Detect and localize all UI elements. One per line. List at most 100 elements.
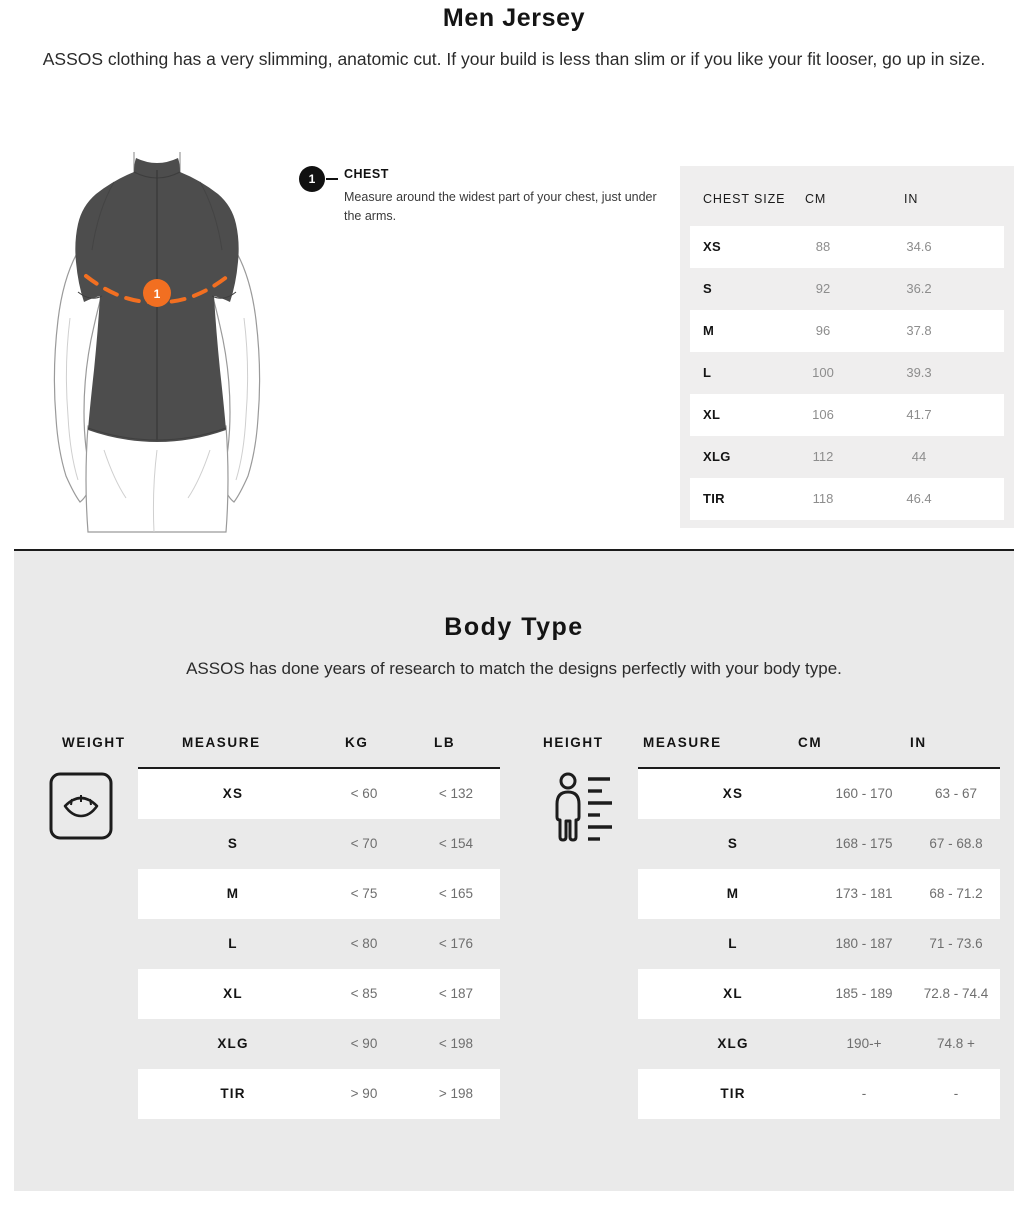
chest-size-label: M [703, 323, 715, 338]
height-cm-value: 173 - 181 [835, 886, 893, 901]
weight-lb-value: < 176 [438, 936, 474, 951]
weight-label: WEIGHT [62, 735, 126, 750]
height-in-value: 67 - 68.8 [929, 836, 983, 851]
weight-lb-value: > 198 [438, 1086, 474, 1101]
callout-badge: 1 [299, 166, 325, 192]
chest-size-table: CHEST SIZE CM IN XS 88 34.6 S 92 36.2 M … [680, 166, 1014, 528]
weight-size-label: S [227, 836, 239, 851]
weight-size-label: XS [222, 786, 244, 801]
weight-col-measure: MEASURE [182, 735, 261, 750]
chest-in-value: 46.4 [906, 491, 932, 506]
height-col-cm: CM [798, 735, 823, 750]
chest-size-label: XS [703, 239, 721, 254]
weight-kg-value: < 90 [350, 1036, 378, 1051]
height-cm-value: 180 - 187 [835, 936, 893, 951]
person-height-icon [548, 771, 623, 856]
weight-size-label: TIR [220, 1086, 246, 1101]
table-row: M < 75 < 165 [138, 869, 500, 919]
weight-kg-value: < 70 [350, 836, 378, 851]
weight-lb-value: < 198 [438, 1036, 474, 1051]
men-jersey-section: Men Jersey ASSOS clothing has a very sli… [0, 0, 1028, 551]
table-row: L 180 - 187 71 - 73.6 [638, 919, 1000, 969]
height-cm-value: 160 - 170 [835, 786, 893, 801]
weight-size-label: M [226, 886, 240, 901]
table-row: XLG 190-+ 74.8 + [638, 1019, 1000, 1069]
body-type-subtitle: ASSOS has done years of research to matc… [186, 659, 842, 678]
height-table-header: HEIGHT MEASURE CM IN [530, 729, 1000, 767]
height-in-value: 74.8 + [937, 1036, 975, 1051]
height-in-value: 68 - 71.2 [929, 886, 983, 901]
height-in-value: 72.8 - 74.4 [923, 986, 989, 1001]
table-row: TIR 118 46.4 [690, 478, 1004, 520]
table-row: XS < 60 < 132 [138, 769, 500, 819]
height-cm-value: - [861, 1086, 867, 1101]
chest-cm-value: 100 [812, 365, 834, 380]
chest-col-cm: CM [805, 192, 827, 206]
jersey-illustration: 1 [22, 150, 292, 540]
chest-col-in: IN [904, 192, 919, 206]
height-size-label: S [727, 836, 739, 851]
scale-icon [48, 771, 123, 856]
chest-marker-label: 1 [154, 287, 161, 301]
table-row: M 96 37.8 [690, 310, 1004, 352]
chest-in-value: 39.3 [906, 365, 932, 380]
chest-size-label: L [703, 365, 712, 380]
weight-size-label: XLG [217, 1036, 249, 1051]
table-row: M 173 - 181 68 - 71.2 [638, 869, 1000, 919]
weight-lb-value: < 132 [438, 786, 474, 801]
table-row: XLG < 90 < 198 [138, 1019, 500, 1069]
page-subtitle: ASSOS clothing has a very slimming, anat… [42, 49, 986, 69]
weight-lb-value: < 187 [438, 986, 474, 1001]
height-in-value: 71 - 73.6 [929, 936, 983, 951]
table-row: XS 88 34.6 [690, 226, 1004, 268]
table-row: L < 80 < 176 [138, 919, 500, 969]
weight-col-lb: LB [434, 735, 456, 750]
callout-heading: CHEST [344, 167, 389, 181]
table-row: L 100 39.3 [690, 352, 1004, 394]
weight-kg-value: < 75 [350, 886, 378, 901]
chest-size-label: TIR [703, 491, 725, 506]
weight-kg-value: < 85 [350, 986, 378, 1001]
height-size-label: M [726, 886, 740, 901]
chest-table-header: CHEST SIZE CM IN [680, 166, 1014, 226]
weight-size-label: XL [223, 986, 243, 1001]
chest-in-value: 41.7 [906, 407, 932, 422]
weight-size-label: L [228, 936, 238, 951]
table-row: S < 70 < 154 [138, 819, 500, 869]
height-size-label: XLG [717, 1036, 749, 1051]
table-row: TIR > 90 > 198 [138, 1069, 500, 1119]
table-row: XL < 85 < 187 [138, 969, 500, 1019]
weight-kg-value: < 60 [350, 786, 378, 801]
chest-in-value: 36.2 [906, 281, 932, 296]
height-label: HEIGHT [543, 735, 604, 750]
table-row: XS 160 - 170 63 - 67 [638, 769, 1000, 819]
chest-in-value: 37.8 [906, 323, 932, 338]
table-row: S 168 - 175 67 - 68.8 [638, 819, 1000, 869]
weight-kg-value: < 80 [350, 936, 378, 951]
table-row: TIR - - [638, 1069, 1000, 1119]
height-cm-value: 190-+ [846, 1036, 882, 1051]
chest-cm-value: 112 [812, 449, 834, 464]
chest-in-value: 44 [911, 449, 927, 464]
height-col-measure: MEASURE [643, 735, 722, 750]
chest-cm-value: 92 [815, 281, 831, 296]
height-cm-value: 168 - 175 [835, 836, 893, 851]
weight-kg-value: > 90 [350, 1086, 378, 1101]
chest-cm-value: 88 [815, 239, 831, 254]
chest-col-size: CHEST SIZE [703, 192, 786, 206]
body-type-title: Body Type [444, 613, 584, 641]
weight-lb-value: < 165 [438, 886, 474, 901]
weight-lb-value: < 154 [438, 836, 474, 851]
height-in-value: - [953, 1086, 959, 1101]
table-row: XL 185 - 189 72.8 - 74.4 [638, 969, 1000, 1019]
table-row: XLG 112 44 [690, 436, 1004, 478]
height-in-value: 63 - 67 [934, 786, 978, 801]
height-table: HEIGHT MEASURE CM IN XS 160 - 170 63 - 6… [530, 729, 1000, 1129]
weight-table: WEIGHT MEASURE KG LB XS < 60 < 132 S < 7 [30, 729, 500, 1129]
callout-connector-line [326, 178, 338, 180]
height-size-label: XS [722, 786, 744, 801]
height-size-label: L [728, 936, 738, 951]
chest-size-label: S [703, 281, 712, 296]
chest-cm-value: 96 [815, 323, 831, 338]
table-row: XL 106 41.7 [690, 394, 1004, 436]
